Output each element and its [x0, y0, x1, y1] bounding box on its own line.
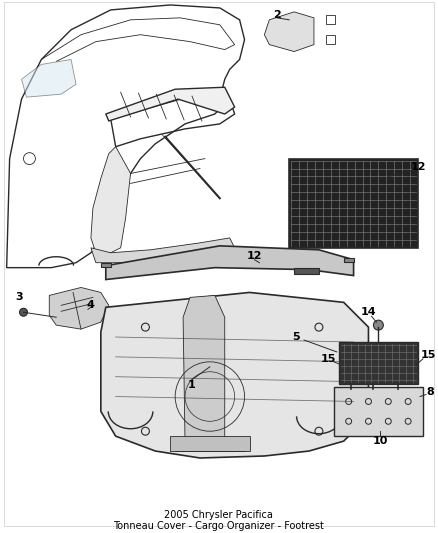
Bar	[326, 15, 335, 24]
Text: 15: 15	[420, 350, 436, 360]
Text: 2005 Chrysler Pacifica
Tonneau Cover - Cargo Organizer - Footrest: 2005 Chrysler Pacifica Tonneau Cover - C…	[113, 510, 324, 531]
Bar	[289, 159, 418, 248]
Polygon shape	[183, 295, 225, 451]
Polygon shape	[101, 293, 368, 458]
Text: 5: 5	[292, 332, 300, 342]
Polygon shape	[21, 60, 76, 97]
Text: 12: 12	[247, 251, 262, 261]
Bar	[334, 386, 423, 436]
Text: 1: 1	[188, 379, 196, 390]
Bar	[170, 436, 250, 451]
Text: 15: 15	[321, 354, 336, 364]
Text: 2: 2	[273, 10, 281, 20]
Polygon shape	[49, 287, 109, 329]
Bar	[326, 35, 335, 44]
Text: 8: 8	[426, 386, 434, 397]
Polygon shape	[106, 246, 353, 279]
Polygon shape	[265, 12, 314, 52]
Bar	[339, 342, 418, 384]
Bar	[101, 263, 111, 266]
Polygon shape	[106, 87, 235, 121]
Polygon shape	[91, 147, 131, 253]
Text: 3: 3	[16, 293, 23, 302]
Text: 10: 10	[373, 436, 388, 446]
Polygon shape	[91, 238, 235, 263]
Text: 4: 4	[87, 300, 95, 310]
Bar	[294, 268, 319, 273]
Text: 12: 12	[410, 161, 426, 172]
Bar	[344, 258, 353, 262]
Text: 14: 14	[360, 307, 376, 317]
Circle shape	[374, 320, 383, 330]
Circle shape	[20, 308, 28, 316]
